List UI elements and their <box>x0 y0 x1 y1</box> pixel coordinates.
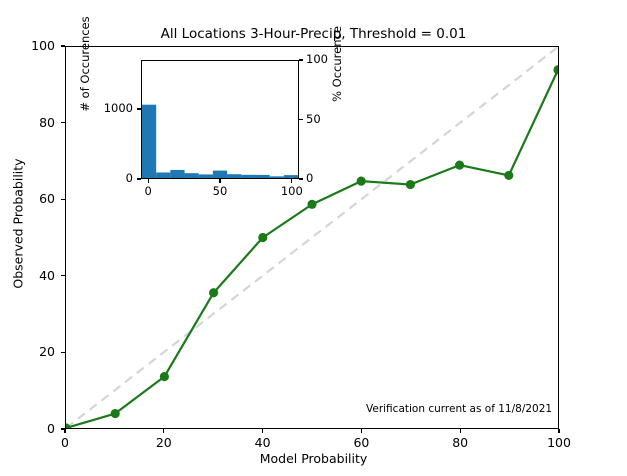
diagonal-dashed-line <box>66 47 558 428</box>
x-tick-label: 40 <box>254 435 271 450</box>
inset-x-tick-mark <box>147 179 149 183</box>
data-point-marker <box>258 232 268 243</box>
data-point-marker <box>405 179 415 190</box>
x-tick-mark <box>163 429 165 433</box>
y-tick-mark <box>61 351 65 353</box>
inset-y2-tick-label: 0 <box>306 171 314 185</box>
y-tick-mark <box>61 275 65 277</box>
x-tick-mark <box>360 429 362 433</box>
inset-y-tick-mark <box>137 178 141 180</box>
histogram-bar <box>170 169 185 178</box>
histogram-bar <box>212 170 228 178</box>
x-tick-label: 20 <box>155 435 172 450</box>
x-tick-mark <box>64 429 66 433</box>
inset-x-tick-label: 100 <box>280 184 303 198</box>
histogram-bar <box>283 175 298 178</box>
histogram-bar <box>255 174 270 178</box>
data-point-marker <box>110 408 120 419</box>
histogram-bar <box>269 176 284 178</box>
histogram-bar <box>241 174 256 178</box>
inset-y-tick-mark <box>137 108 141 110</box>
data-point-marker <box>209 288 219 298</box>
inset-y2-tick-label: 100 <box>306 52 328 66</box>
data-point-marker <box>455 160 465 170</box>
x-tick-label: 0 <box>61 435 69 450</box>
y-tick-label: 60 <box>39 191 55 207</box>
histogram-bar <box>142 104 157 178</box>
y-tick-label: 20 <box>39 344 55 360</box>
data-point-marker <box>307 199 317 209</box>
chart-title-line-1: All Locations 3-Hour-Precip, Threshold =… <box>160 26 467 42</box>
data-point-marker <box>356 176 366 186</box>
x-tick-mark <box>558 429 560 433</box>
inset-histogram-area <box>141 60 299 179</box>
data-point-marker <box>159 371 169 382</box>
verification-date-annotation: Verification current as of 11/8/2021 <box>366 403 553 415</box>
inset-y2-tick-label: 50 <box>306 111 321 126</box>
y-tick-label: 40 <box>39 267 55 283</box>
histogram-bar <box>198 174 213 178</box>
y-tick-mark <box>61 428 65 430</box>
histogram-bars <box>142 104 298 178</box>
y-tick-label: 100 <box>31 38 55 53</box>
inset-x-tick-label: 50 <box>212 184 228 198</box>
histogram-bar <box>227 174 242 178</box>
inset-y-tick-label: 0 <box>125 171 133 185</box>
y-tick-label: 80 <box>39 114 55 130</box>
y-tick-label: 0 <box>47 421 55 436</box>
main-plot-svg <box>66 47 558 428</box>
x-tick-label: 80 <box>452 435 469 450</box>
inset-x-tick-mark <box>219 179 221 183</box>
histogram-bar <box>184 173 199 178</box>
inset-y-axis-label: # of Occurences <box>78 16 92 112</box>
inset-histogram-svg <box>142 104 298 178</box>
data-point-marker <box>553 65 558 75</box>
inset-y2-tick-mark <box>299 59 303 61</box>
x-axis-label: Model Probability <box>259 451 368 466</box>
y-axis-label: Observed Probability <box>10 158 26 289</box>
x-tick-mark <box>262 429 264 433</box>
inset-secondary-y-axis-label: % Occurence <box>330 26 344 102</box>
x-tick-mark <box>459 429 461 433</box>
inset-x-tick-label: 0 <box>144 184 152 198</box>
reliability-curve <box>66 65 558 428</box>
inset-x-tick-mark <box>291 179 293 183</box>
x-tick-label: 60 <box>353 435 370 450</box>
x-tick-label: 100 <box>547 435 571 450</box>
perfect-reliability-line <box>66 47 558 428</box>
histogram-bar <box>156 172 171 178</box>
data-point-marker <box>66 423 71 428</box>
inset-y-tick-label: 1000 <box>103 101 133 115</box>
inset-y2-tick-mark <box>299 178 303 180</box>
y-tick-mark <box>61 198 65 200</box>
data-point-marker <box>504 170 514 180</box>
main-plot-area: Verification current as of 11/8/2021 <box>65 46 559 429</box>
inset-y2-tick-mark <box>299 118 303 121</box>
y-tick-mark <box>61 122 65 124</box>
y-tick-mark <box>61 45 65 47</box>
